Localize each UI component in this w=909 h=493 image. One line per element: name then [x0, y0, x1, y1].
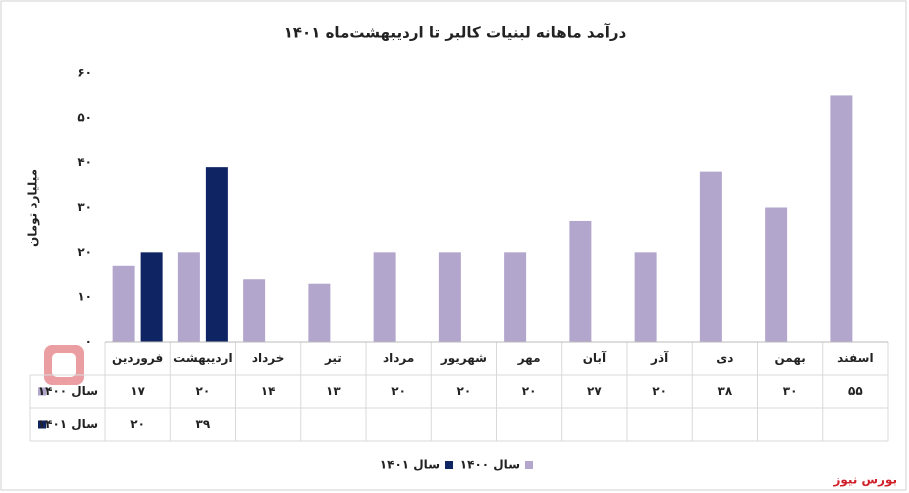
x-tick-label: خرداد [252, 351, 285, 365]
y-tick-label: ۴۰ [77, 155, 92, 169]
y-tick-label: ۵۰ [77, 110, 92, 124]
x-tick-label: اردیبهشت [173, 351, 232, 365]
data-label: ۲۰ [196, 384, 211, 398]
y-tick-label: ۰ [85, 335, 92, 349]
x-tick-label: مهر [517, 351, 541, 365]
source: بورس نیوز [832, 473, 897, 488]
x-tick-label: بهمن [774, 351, 805, 365]
data-label: ۲۷ [587, 384, 602, 398]
x-tick-label: شهریور [440, 351, 487, 366]
bar [140, 252, 163, 342]
x-tick-label: تیر [324, 351, 342, 365]
bar [699, 171, 722, 342]
data-label: ۲۰ [130, 417, 145, 431]
data-label: ۳۸ [718, 384, 733, 398]
bar [569, 220, 592, 342]
legend-swatch [38, 387, 46, 396]
data-label: ۲۰ [522, 384, 537, 398]
bar [177, 252, 200, 342]
table-series-name: سال ۱۴۰۱ [38, 417, 98, 431]
bar [205, 167, 228, 342]
logo [44, 345, 84, 385]
data-label: ۱۳ [326, 384, 341, 398]
x-tick-label: فروردین [112, 351, 163, 366]
bar [765, 207, 788, 342]
y-tick-label: ۲۰ [77, 245, 92, 259]
table-series-name: سال ۱۴۰۰ [38, 384, 98, 398]
data-label: ۲۰ [652, 384, 667, 398]
x-tick-label: اسفند [837, 351, 873, 365]
data-label: ۲۰ [457, 384, 472, 398]
bar [830, 95, 853, 343]
legend-swatch [445, 461, 453, 469]
y-tick-label: ۱۰ [77, 290, 92, 304]
bar [112, 265, 135, 342]
y-tick-label: ۶۰ [77, 66, 92, 80]
bar [373, 252, 396, 342]
data-label: ۵۵ [848, 384, 863, 398]
bar [504, 252, 527, 342]
legend-label: سال ۱۴۰۱ [380, 458, 440, 472]
data-label: ۱۴ [261, 384, 276, 398]
legend-swatch [38, 420, 46, 429]
x-tick-label: دی [716, 351, 733, 365]
bar [438, 252, 461, 342]
legend-swatch [525, 461, 533, 469]
x-tick-label: آبان [583, 350, 607, 365]
data-label: ۳۰ [783, 384, 798, 398]
bar [243, 279, 266, 342]
y-tick-label: ۳۰ [77, 200, 92, 214]
legend-label: سال ۱۴۰۰ [460, 458, 520, 472]
chart-title: درآمد ماهانه لبنیات کالبر تا اردیبهشت‌ما… [284, 24, 627, 42]
x-tick-label: مرداد [383, 351, 414, 365]
data-label: ۳۹ [196, 417, 211, 431]
y-axis-label: میلیارد تومان [26, 169, 41, 247]
bar [308, 283, 331, 342]
data-label: ۲۰ [391, 384, 406, 398]
data-label: ۱۷ [130, 384, 145, 398]
x-tick-label: آذر [650, 350, 669, 365]
bar [634, 252, 657, 342]
